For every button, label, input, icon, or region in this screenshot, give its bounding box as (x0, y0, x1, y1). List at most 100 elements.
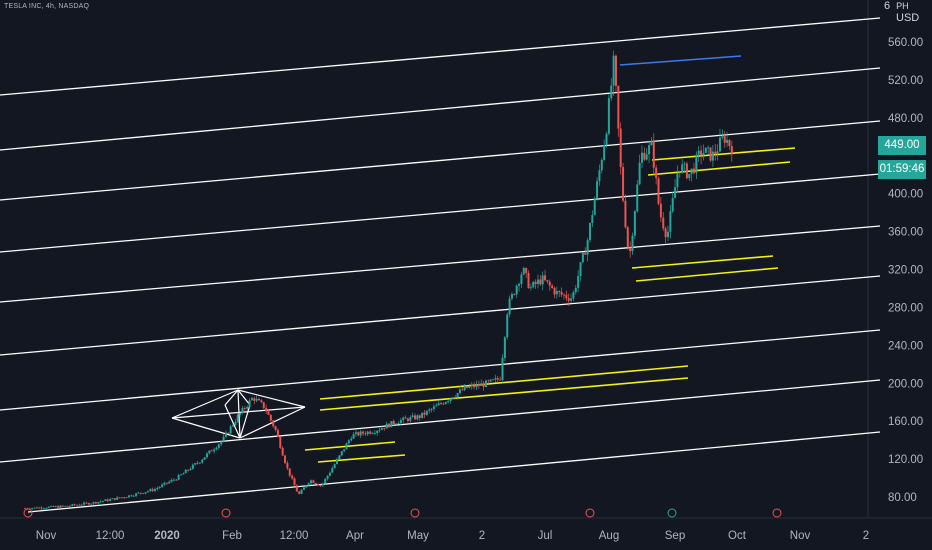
candle-body-18 (66, 505, 69, 507)
candle-body-299 (730, 146, 733, 155)
event-marker-1 (23, 508, 33, 518)
candle-body-57 (158, 486, 161, 488)
candle-body-106 (274, 426, 277, 430)
x-tick-label: 2 (863, 530, 869, 542)
candle-body-155 (390, 421, 393, 428)
blue-top-line (619, 55, 742, 66)
candle-body-17 (64, 505, 67, 507)
candle-body-182 (454, 397, 457, 399)
candle-body-296 (723, 136, 726, 143)
candle-body-121 (310, 480, 313, 484)
trend-line-6 (0, 275, 881, 356)
candle-body-169 (423, 412, 426, 415)
candle-body-159 (399, 420, 402, 424)
candle-body-153 (385, 423, 388, 429)
candle-body-171 (428, 409, 431, 411)
candle-body-25 (83, 502, 86, 505)
candle-body-132 (336, 459, 339, 465)
candle-body-289 (707, 147, 710, 149)
candle-body-201 (499, 379, 502, 381)
candle-body-298 (728, 140, 731, 147)
candle-body-135 (343, 449, 346, 452)
candle-body-218 (539, 279, 542, 285)
candle-body-73 (196, 462, 199, 464)
candle-body-287 (702, 152, 705, 156)
candle-body-130 (331, 468, 334, 473)
candle-body-161 (404, 417, 407, 419)
candle-body-72 (194, 463, 197, 465)
candle-body-89 (234, 422, 237, 426)
candle-body-261 (640, 152, 643, 163)
candle-body-163 (409, 417, 412, 421)
candle-body-279 (683, 163, 686, 165)
candle-body-293 (716, 151, 719, 154)
candle-body-99 (258, 398, 261, 401)
candle-body-213 (527, 272, 530, 289)
candle-body-53 (149, 489, 152, 492)
candle-body-234 (577, 275, 580, 288)
candle-body-266 (652, 141, 655, 168)
candle-body-39 (116, 497, 119, 500)
candle-body-85 (224, 432, 227, 437)
candle-body-280 (685, 163, 688, 179)
trend-line-9 (27, 431, 881, 513)
candle-body-237 (584, 252, 587, 255)
candle-body-170 (425, 410, 428, 415)
candle-body-229 (565, 294, 568, 299)
candle-body-11 (50, 505, 53, 507)
candle-body-152 (383, 428, 386, 429)
candle-body-245 (603, 145, 606, 160)
currency-unit: USD (896, 12, 920, 24)
candle-body-22 (76, 504, 79, 506)
candle-body-264 (648, 145, 651, 155)
candle-body-205 (508, 298, 511, 315)
candle-body-250 (614, 55, 617, 86)
candle-body-258 (633, 211, 636, 236)
candle-body-294 (718, 137, 721, 152)
candle-body-154 (388, 423, 391, 428)
y-tick-label: 200.00 (888, 378, 923, 390)
diamond-line-7 (224, 404, 241, 439)
candle-body-249 (612, 55, 615, 86)
candle-body-97 (253, 398, 256, 401)
candle-body-126 (321, 483, 324, 486)
candle-body-295 (721, 136, 724, 138)
candle-body-248 (610, 85, 613, 99)
candle-body-203 (503, 337, 506, 358)
candle-body-134 (340, 451, 343, 456)
candle-body-238 (586, 240, 589, 255)
candle-body-242 (596, 181, 599, 199)
trend-line-2 (0, 67, 881, 151)
candle-body-230 (567, 298, 570, 301)
candle-body-215 (532, 281, 535, 288)
trend-line-8 (0, 379, 881, 463)
candle-body-94 (246, 406, 249, 409)
candle-body-32 (99, 501, 102, 503)
candle-body-34 (104, 499, 107, 501)
candle-body-174 (435, 405, 438, 407)
candle-body-95 (248, 400, 251, 407)
candle-body-69 (187, 469, 190, 471)
candle-body-16 (61, 505, 64, 507)
x-tick-label: May (407, 530, 429, 542)
candle-body-28 (90, 503, 93, 505)
candle-body-147 (371, 433, 374, 434)
candle-body-29 (92, 502, 95, 504)
candle-body-209 (518, 283, 521, 286)
candle-body-236 (581, 252, 584, 263)
candle-body-227 (560, 292, 563, 295)
x-tick-label: Oct (728, 530, 747, 542)
candle-body-93 (243, 407, 246, 409)
yellow-line-4 (317, 454, 406, 463)
candle-body-204 (506, 314, 509, 338)
candle-body-240 (591, 215, 594, 224)
y-tick-label: 280.00 (888, 302, 923, 314)
candle-body-74 (198, 462, 201, 464)
candle-body-56 (156, 487, 159, 490)
candle-body-79 (210, 450, 213, 452)
event-marker-3 (410, 508, 420, 518)
candle-body-108 (279, 436, 282, 448)
candle-body-290 (709, 147, 712, 161)
candle-body-224 (553, 287, 556, 295)
